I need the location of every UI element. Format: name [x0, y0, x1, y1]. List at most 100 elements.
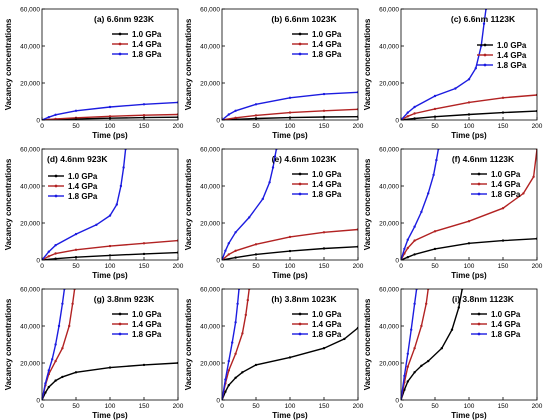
series-line-10GPa [222, 246, 358, 260]
y-tick-label: 20,000 [379, 220, 399, 227]
data-point [271, 166, 275, 169]
y-tick-label: 20,000 [379, 80, 399, 87]
data-point [246, 298, 249, 302]
data-point [254, 103, 258, 106]
data-point [467, 113, 471, 116]
legend-marker [298, 42, 302, 46]
data-point [44, 391, 47, 394]
series-0-group [42, 251, 178, 260]
x-tick-label: 150 [498, 263, 509, 270]
y-tick-label: 0 [36, 257, 40, 264]
data-point [234, 116, 237, 120]
x-tick-label: 50 [72, 403, 80, 410]
data-point [51, 358, 54, 361]
legend-label: 1.4 GPa [491, 320, 521, 329]
series-2-group [401, 149, 440, 260]
legend-marker [118, 322, 122, 326]
panel-title: (e) 4.6nm 1023K [272, 154, 338, 164]
y-tick-label: 40,000 [379, 323, 399, 330]
x-tick-label: 200 [353, 123, 364, 130]
data-point [227, 253, 230, 256]
x-tick-label: 0 [220, 403, 224, 410]
series-1-group [222, 228, 358, 260]
legend-label: 1.8 GPa [491, 190, 521, 199]
legend-marker [298, 182, 302, 186]
x-tick-label: 200 [353, 263, 364, 270]
legend-marker [54, 184, 58, 188]
series-line-14GPa [222, 289, 250, 400]
legend-label: 1.0 GPa [312, 170, 342, 179]
x-tick-label: 0 [40, 263, 44, 270]
data-point [54, 343, 57, 346]
panel-1: 0 50 100 150 200 0 20,000 40,000 60,000 Time (ps)… [184, 6, 364, 140]
legend-marker [54, 194, 58, 198]
data-point [474, 67, 477, 70]
data-point [343, 337, 346, 341]
y-tick-label: 40,000 [20, 43, 40, 50]
data-point [432, 173, 435, 177]
x-tick-label: 100 [105, 263, 116, 270]
data-point [288, 111, 292, 114]
data-point [54, 359, 57, 363]
legend-label: 1.0 GPa [312, 30, 342, 39]
legend-label: 1.4 GPa [497, 51, 527, 60]
plot-frame [221, 148, 359, 261]
series-1-group [401, 289, 430, 400]
data-point [482, 22, 486, 25]
x-tick-label: 150 [139, 403, 150, 410]
x-tick-label: 0 [220, 123, 224, 130]
data-point [241, 371, 244, 374]
data-point [108, 254, 112, 257]
data-point [142, 363, 146, 367]
y-tick-label: 0 [216, 397, 220, 404]
y-axis-label: Vacancy concentrations [184, 298, 193, 390]
panel-title: (c) 6.6nm 1123K [451, 14, 516, 24]
series-line-14GPa [401, 94, 537, 120]
data-point [406, 246, 409, 250]
data-point [54, 252, 57, 255]
data-point [227, 113, 230, 116]
x-tick-label: 100 [105, 403, 116, 410]
data-point [440, 347, 443, 350]
data-point [234, 352, 237, 355]
x-tick-label: 50 [252, 263, 260, 270]
legend-label: 1.4 GPa [132, 40, 162, 49]
data-point [413, 105, 416, 109]
x-tick-label: 50 [252, 403, 260, 410]
x-tick-label: 100 [285, 263, 296, 270]
series-line-18GPa [222, 149, 278, 260]
legend-marker [298, 192, 302, 196]
data-point [467, 101, 471, 104]
legend-label: 1.0 GPa [132, 30, 162, 39]
plot-frame [400, 288, 538, 401]
y-tick-label: 40,000 [379, 183, 399, 190]
series-2-group [401, 9, 488, 120]
y-tick-label: 0 [216, 117, 220, 124]
y-axis-label: Vacancy concentrations [4, 18, 13, 110]
data-point [322, 247, 326, 250]
legend-label: 1.8 GPa [312, 50, 342, 59]
data-point [433, 230, 437, 233]
legend-marker [298, 322, 302, 326]
y-axis-label: Vacancy concentrations [4, 298, 13, 390]
data-point [254, 114, 258, 117]
legend-label: 1.0 GPa [491, 170, 521, 179]
x-axis-label: Time (ps) [92, 411, 128, 420]
data-point [288, 356, 292, 359]
x-tick-label: 0 [399, 403, 403, 410]
y-tick-label: 60,000 [379, 286, 399, 293]
data-point [532, 175, 535, 178]
y-tick-label: 60,000 [20, 146, 40, 153]
y-tick-label: 20,000 [200, 80, 220, 87]
plot-frame [221, 8, 359, 121]
legend-marker [118, 52, 122, 56]
legend-label: 1.4 GPa [312, 40, 342, 49]
data-point [420, 364, 423, 367]
x-tick-label: 200 [173, 123, 184, 130]
x-tick-label: 150 [139, 263, 150, 270]
y-tick-label: 60,000 [200, 6, 220, 13]
x-tick-label: 50 [72, 263, 80, 270]
x-tick-label: 0 [220, 263, 224, 270]
series-line-14GPa [42, 289, 76, 400]
data-point [44, 382, 47, 385]
